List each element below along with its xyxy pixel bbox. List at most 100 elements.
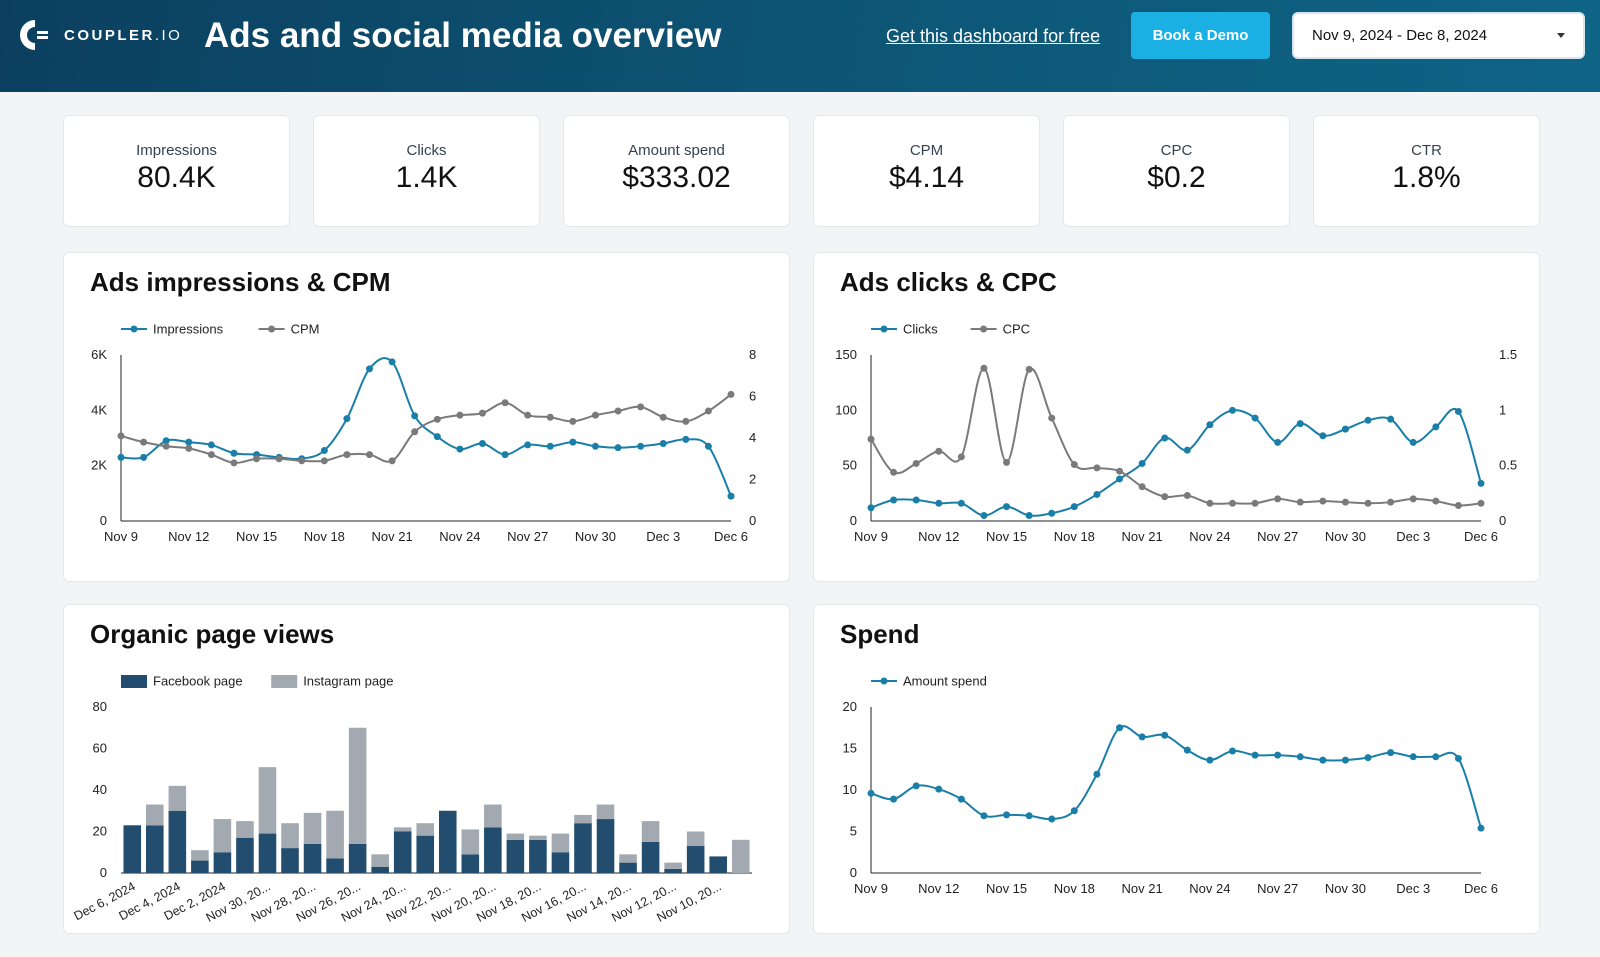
- x-tick-label: Nov 24: [1189, 881, 1230, 896]
- data-point-clicks: [1477, 479, 1485, 487]
- data-point-impressions: [682, 435, 690, 443]
- data-point-amount-spend: [1251, 751, 1259, 759]
- bar-instagram-page: [258, 767, 277, 834]
- chevron-down-icon[interactable]: [1557, 33, 1565, 38]
- bar-facebook-page: [596, 819, 615, 873]
- data-point-cpc: [1251, 499, 1259, 507]
- bar-facebook-page: [371, 866, 389, 873]
- bar-instagram-page: [236, 821, 254, 838]
- data-point-cpc: [1319, 497, 1327, 505]
- data-point-clicks: [1409, 438, 1417, 446]
- legend-label: Clicks: [903, 322, 938, 337]
- x-tick-label: Nov 27: [1257, 529, 1298, 544]
- get-dashboard-link[interactable]: Get this dashboard for free: [886, 26, 1101, 46]
- y2-tick-label: 0: [1499, 513, 1506, 528]
- date-range-picker[interactable]: Nov 9, 2024 - Dec 8, 2024: [1292, 12, 1585, 59]
- bar-facebook-page: [326, 858, 344, 873]
- x-tick-label: Dec 6: [714, 529, 748, 544]
- series-line-clicks: [870, 408, 1482, 517]
- bar-facebook-page: [146, 825, 164, 873]
- data-point-impressions: [591, 442, 599, 450]
- data-point-amount-spend: [1003, 811, 1011, 819]
- bar-instagram-page: [326, 810, 344, 859]
- x-tick-label: Nov 9: [854, 529, 888, 544]
- kpi-cpc: CPC $0.2: [1063, 115, 1290, 227]
- x-tick-label: Nov 30: [575, 529, 616, 544]
- data-point-cpc: [1070, 461, 1078, 469]
- x-tick-label: Nov 9: [854, 881, 888, 896]
- data-point-cpc: [890, 468, 898, 476]
- legend-marker: [130, 325, 138, 333]
- data-point-clicks: [935, 499, 943, 507]
- y-tick-label: 5: [850, 824, 857, 839]
- data-point-clicks: [1454, 407, 1462, 415]
- bar-instagram-page: [393, 827, 412, 832]
- data-point-amount-spend: [957, 795, 965, 803]
- legend-label: Amount spend: [903, 674, 987, 689]
- bar-instagram-page: [619, 854, 637, 863]
- series-line-impressions: [120, 357, 732, 497]
- x-tick-label: Nov 27: [507, 529, 548, 544]
- data-point-cpc: [1138, 483, 1146, 491]
- bar-facebook-page: [168, 810, 187, 873]
- bar-instagram-page: [146, 804, 164, 826]
- kpi-cpm: CPM $4.14: [813, 115, 1040, 227]
- kpi-label: Clicks: [406, 142, 447, 159]
- data-point-cpc: [1409, 495, 1417, 503]
- data-point-cpc: [912, 459, 920, 467]
- data-point-cpc: [1025, 365, 1033, 373]
- data-point-amount-spend: [912, 782, 920, 790]
- data-point-clicks: [1206, 421, 1214, 429]
- bar-facebook-page: [574, 823, 592, 873]
- data-point-impressions: [320, 446, 328, 454]
- data-point-clicks: [867, 504, 875, 512]
- data-point-cpc: [1274, 495, 1282, 503]
- data-point-cpc: [957, 453, 965, 461]
- data-point-cpc: [1048, 414, 1056, 422]
- legend-label: CPC: [1003, 322, 1030, 337]
- data-point-amount-spend: [1183, 746, 1191, 754]
- data-point-amount-spend: [1138, 733, 1146, 741]
- data-point-cpm: [185, 444, 193, 452]
- data-point-impressions: [343, 415, 351, 423]
- data-point-clicks: [1025, 511, 1033, 519]
- y2-tick-label: 1: [1499, 402, 1506, 417]
- organic-page-views-card: Organic page views Facebook page Instagra…: [63, 604, 790, 934]
- bar-instagram-page: [191, 850, 209, 861]
- bar-instagram-page: [461, 829, 480, 855]
- kpi-label: CPM: [909, 142, 944, 159]
- data-point-clicks: [1319, 432, 1327, 440]
- legend-marker: [980, 325, 988, 333]
- data-point-cpm: [659, 413, 667, 421]
- data-point-impressions: [185, 438, 193, 446]
- bar-instagram-page: [551, 833, 570, 853]
- data-point-cpm: [433, 415, 441, 423]
- data-point-cpm: [253, 455, 261, 463]
- legend-label: CPM: [291, 322, 320, 337]
- x-tick-label: Nov 24: [1189, 529, 1230, 544]
- data-point-amount-spend: [1116, 724, 1124, 732]
- data-point-clicks: [1274, 438, 1282, 446]
- data-point-cpm: [727, 390, 735, 398]
- data-point-cpm: [704, 407, 712, 415]
- date-range-value: Nov 9, 2024 - Dec 8, 2024: [1312, 27, 1488, 44]
- spend-chart: Amount spend 0 5 10 15 20 Nov 9 Nov 12 Nov 15 Nov…: [843, 674, 1498, 897]
- x-tick-label: Nov 15: [986, 529, 1027, 544]
- data-point-impressions: [546, 442, 554, 450]
- kpi-clicks: Clicks 1.4K: [313, 115, 540, 227]
- kpi-value: 1.4K: [395, 161, 458, 194]
- data-point-cpc: [1432, 497, 1440, 505]
- data-point-cpm: [366, 451, 374, 459]
- data-point-clicks: [1116, 475, 1124, 483]
- bar-instagram-page: [303, 812, 322, 844]
- y2-tick-label: 1.5: [1499, 347, 1517, 362]
- data-point-amount-spend: [1477, 824, 1485, 832]
- book-demo-button[interactable]: Book a Demo: [1131, 12, 1270, 59]
- y-tick-label: 15: [843, 741, 857, 756]
- data-point-clicks: [1161, 434, 1169, 442]
- x-tick-label: Dec 6: [1464, 529, 1498, 544]
- data-point-clicks: [1228, 406, 1236, 414]
- kpi-value: $4.14: [888, 161, 965, 194]
- bar-facebook-page: [236, 837, 254, 873]
- brand-logo[interactable]: COUPLER.IO: [18, 18, 182, 52]
